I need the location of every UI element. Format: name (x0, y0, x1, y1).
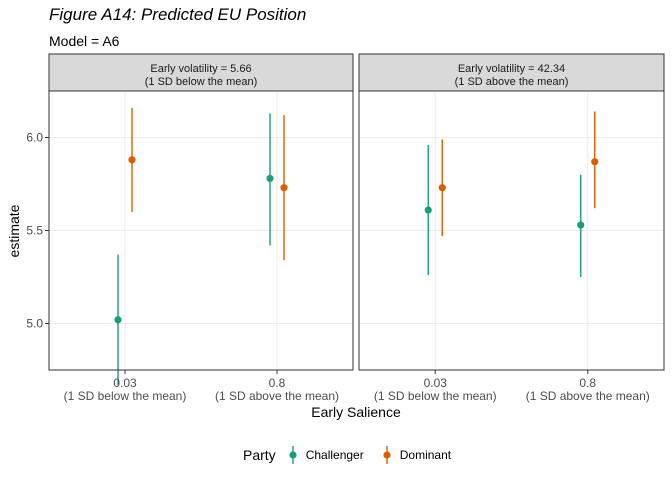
y-tick-label-2: 6.0 (26, 131, 43, 145)
legend-item-dominant: Dominant (378, 444, 451, 466)
legend-label-dominant: Dominant (399, 448, 452, 462)
panel-2-x-tick-label-0-line2: (1 SD below the mean) (374, 389, 497, 403)
panel-2-x-tick-label-1-line1: 0.8 (579, 376, 596, 390)
panel-1-x-tick-label-1-line1: 0.8 (269, 376, 286, 390)
panel-2-header (358, 53, 665, 92)
legend-item-challenger: Challenger (284, 444, 364, 466)
panel-1-point-1 (128, 156, 136, 164)
legend-key-dominant (383, 446, 391, 464)
panel-1-header (48, 53, 354, 92)
chart-title: Figure A14: Predicted EU Position (49, 5, 307, 24)
y-tick-label-1: 5.5 (26, 224, 43, 238)
panel-2-point-0 (424, 206, 432, 214)
panel-2-point-3 (591, 158, 599, 166)
y-axis-title: estimate (6, 204, 22, 257)
legend-key-challenger (289, 446, 297, 464)
panel-1-x-tick-label-0-line1: 0.03 (113, 376, 137, 390)
legend-label-challenger: Challenger (305, 448, 364, 462)
x-axis-title: Early Salience (311, 404, 401, 420)
panel-1-point-3 (280, 184, 288, 192)
chart-subtitle: Model = A6 (49, 33, 120, 49)
panel-1-point-0 (114, 316, 122, 324)
panel-2-x-tick-label-0-line1: 0.03 (424, 376, 448, 390)
legend-title: Party (243, 447, 276, 463)
panel-1-point-2 (266, 174, 274, 183)
panel-2-header-line2: (1 SD above the mean) (455, 76, 569, 88)
y-tick-label-0: 5.0 (26, 317, 43, 331)
panel-2-point-1 (438, 184, 446, 192)
panel-1-x-tick-label-0-line2: (1 SD below the mean) (64, 389, 187, 403)
panel-2-point-2 (577, 221, 585, 229)
chart-canvas: Early volatility = 5.66(1 SD below the m… (6, 53, 665, 420)
panel-1-header-line2: (1 SD below the mean) (145, 76, 258, 88)
panel-1-header-line1: Early volatility = 5.66 (150, 63, 251, 75)
legend: Party Challenger Dominant (243, 444, 465, 466)
panel-2-header-line1: Early volatility = 42.34 (458, 63, 565, 75)
panel-1-x-tick-label-1-line2: (1 SD above the mean) (215, 389, 339, 403)
panel-2-border (358, 90, 665, 371)
panel-2-x-tick-label-1-line2: (1 SD above the mean) (526, 389, 650, 403)
